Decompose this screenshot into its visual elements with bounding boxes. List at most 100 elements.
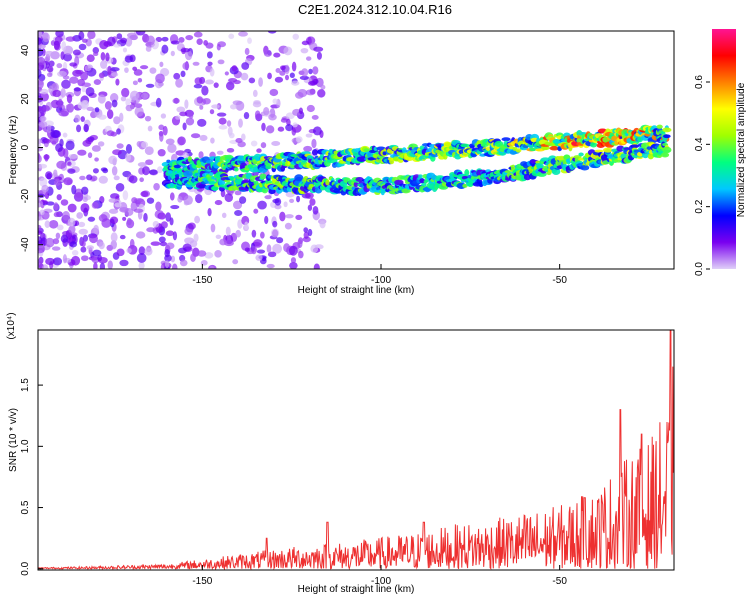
heatmap-cell xyxy=(142,166,150,176)
heatmap-cell xyxy=(109,208,116,214)
heatmap-cell xyxy=(76,212,84,219)
heatmap-cell xyxy=(263,106,270,116)
snr-plot-area xyxy=(38,330,674,570)
heatmap-cell xyxy=(136,253,147,263)
heatmap-cell xyxy=(91,201,99,209)
heatmap-cell xyxy=(116,248,125,257)
heatmap-cell xyxy=(267,72,272,80)
heatmap-cell xyxy=(125,98,131,107)
heatmap-cell xyxy=(46,124,52,133)
snr-y-tick-label: 0.0 xyxy=(20,561,31,575)
heatmap-cell xyxy=(125,152,132,162)
heatmap-cell xyxy=(201,85,209,96)
heatmap-cell xyxy=(78,228,89,235)
heatmap-cell xyxy=(194,77,203,85)
heatmap-cell xyxy=(48,60,55,67)
heatmap-cell xyxy=(42,32,50,43)
heatmap-cell xyxy=(98,241,105,250)
heatmap-cell xyxy=(198,151,204,159)
heatmap-cell xyxy=(298,250,304,259)
heatmap-cell xyxy=(56,194,62,201)
heatmap-band-cell xyxy=(210,186,219,191)
heatmap-cell xyxy=(113,43,122,48)
heatmap-cell xyxy=(247,37,252,44)
heatmap-cell xyxy=(94,157,99,162)
heatmap-cell xyxy=(193,84,203,89)
heatmap-cell xyxy=(274,76,284,83)
heatmap-cell xyxy=(120,37,128,44)
heatmap-cell xyxy=(144,115,152,122)
heatmap-cell xyxy=(161,36,169,42)
heatmap-cell xyxy=(38,261,43,269)
spectrogram-y-tick-label: 40 xyxy=(20,44,31,56)
heatmap-cell xyxy=(93,224,99,235)
heatmap-cell xyxy=(80,246,87,253)
snr-x-axis-label: Height of straight line (km) xyxy=(298,584,415,595)
heatmap-cell xyxy=(136,140,142,148)
heatmap-cell xyxy=(234,210,243,217)
heatmap-cell xyxy=(190,253,196,262)
heatmap-cell xyxy=(209,109,215,115)
heatmap-band-cell xyxy=(169,182,174,188)
heatmap-band-cell xyxy=(549,146,560,151)
heatmap-cell xyxy=(85,86,95,97)
heatmap-cell xyxy=(312,66,319,75)
heatmap-cell xyxy=(207,61,213,66)
heatmap-cell xyxy=(143,212,148,223)
heatmap-cell xyxy=(46,72,53,78)
heatmap-cell xyxy=(257,200,267,210)
heatmap-band-cell xyxy=(536,165,544,169)
heatmap-cell xyxy=(285,124,294,132)
spectrogram-frame xyxy=(37,30,675,270)
heatmap-cell xyxy=(110,232,118,243)
heatmap-cell xyxy=(91,145,101,152)
heatmap-cell xyxy=(71,250,79,256)
heatmap-band-cell xyxy=(605,128,611,133)
heatmap-cell xyxy=(55,143,63,153)
heatmap-cell xyxy=(38,31,42,39)
heatmap-cell xyxy=(303,145,313,152)
heatmap-cell xyxy=(159,61,164,68)
heatmap-cell xyxy=(125,37,133,47)
heatmap-cell xyxy=(67,203,77,213)
heatmap-cell xyxy=(244,221,249,230)
heatmap-cell xyxy=(55,232,61,240)
heatmap-cell xyxy=(196,38,203,45)
heatmap-cell xyxy=(99,262,106,269)
colorbar-tick-label: 0.6 xyxy=(694,75,705,89)
heatmap-band-cell xyxy=(355,176,364,182)
heatmap-cell xyxy=(289,72,295,79)
heatmap-cell xyxy=(45,237,55,248)
heatmap-cell xyxy=(93,262,98,269)
heatmap-cell xyxy=(93,79,102,86)
heatmap-cell xyxy=(157,166,163,174)
heatmap-cell xyxy=(307,80,318,86)
heatmap-band-cell xyxy=(183,170,194,178)
heatmap-cell xyxy=(305,192,314,199)
heatmap-cell xyxy=(206,51,213,59)
heatmap-cell xyxy=(298,107,304,115)
heatmap-band-cell xyxy=(462,183,468,188)
heatmap-cell xyxy=(38,44,46,49)
heatmap-cell xyxy=(312,126,322,136)
heatmap-cell xyxy=(284,222,292,230)
heatmap-cell xyxy=(162,125,168,136)
heatmap-cell xyxy=(176,106,186,113)
heatmap-cell xyxy=(107,260,113,269)
heatmap-cell xyxy=(295,136,303,143)
heatmap-cell xyxy=(124,55,133,63)
heatmap-cell xyxy=(224,71,229,76)
heatmap-cell xyxy=(97,256,108,264)
heatmap-cell xyxy=(184,99,189,109)
heatmap-cell xyxy=(38,236,43,245)
heatmap-cell xyxy=(115,78,120,86)
heatmap-cell xyxy=(256,249,266,254)
heatmap-cell xyxy=(119,112,124,123)
heatmap-cell xyxy=(313,263,320,269)
heatmap-cell xyxy=(200,260,208,266)
heatmap-cell xyxy=(98,114,107,120)
spectrogram-y-axis-label: Frequency (Hz) xyxy=(8,116,19,185)
heatmap-cell xyxy=(44,154,49,162)
heatmap-cell xyxy=(182,152,189,160)
heatmap-cell xyxy=(284,74,290,81)
